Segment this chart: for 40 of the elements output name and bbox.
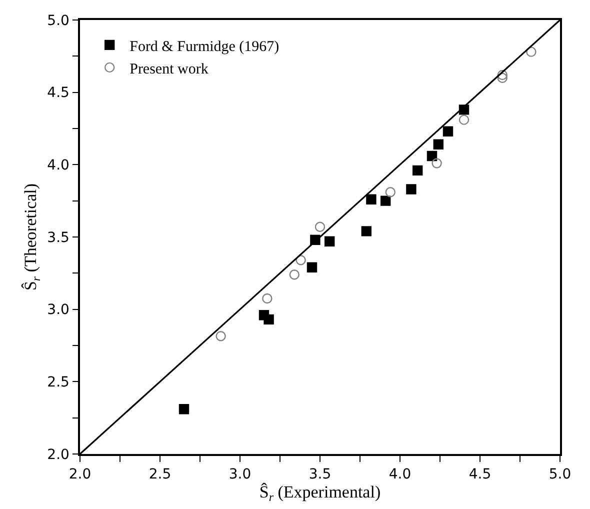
legend-label: Ford & Furmidge (1967)	[130, 38, 280, 55]
point	[178, 404, 190, 414]
point	[380, 196, 391, 206]
point	[497, 72, 508, 83]
y-tick-label: 3.0	[47, 302, 70, 318]
x-tick-label: 2.0	[68, 466, 92, 483]
point	[216, 331, 226, 342]
point	[458, 114, 470, 125]
x-axis-title: Ŝ$_{r}$ (Experimental)	[259, 482, 381, 504]
point	[306, 262, 318, 272]
point	[289, 270, 300, 280]
point	[526, 46, 536, 57]
point	[366, 194, 376, 204]
point	[412, 165, 423, 176]
point	[361, 226, 372, 236]
point	[497, 70, 508, 80]
x-tick-label: 3.0	[228, 466, 252, 483]
point	[314, 222, 326, 232]
point	[385, 187, 396, 198]
y-tick-label: 2.5	[47, 374, 70, 391]
x-tick-label: 4.0	[388, 466, 412, 483]
point	[296, 255, 306, 266]
point	[433, 139, 444, 150]
x-tick-label: 4.5	[468, 466, 492, 483]
x-tick-label: 2.5	[148, 466, 172, 483]
y-tick-label: 4.0	[47, 158, 70, 174]
point	[426, 150, 438, 162]
x-tick-label: 3.5	[308, 466, 332, 483]
x-tick-label: 5.0	[548, 466, 572, 483]
y-tick-label: 2.0	[47, 446, 70, 463]
point	[442, 126, 454, 136]
y-tick-label: 5.0	[47, 12, 70, 29]
point	[262, 293, 272, 304]
point	[324, 236, 335, 246]
point	[406, 184, 416, 194]
y-tick-label: 4.5	[47, 85, 70, 102]
point	[264, 314, 274, 325]
y-tick-label: 3.5	[47, 230, 70, 246]
legend-label: Present work	[130, 61, 209, 78]
point	[432, 158, 442, 168]
